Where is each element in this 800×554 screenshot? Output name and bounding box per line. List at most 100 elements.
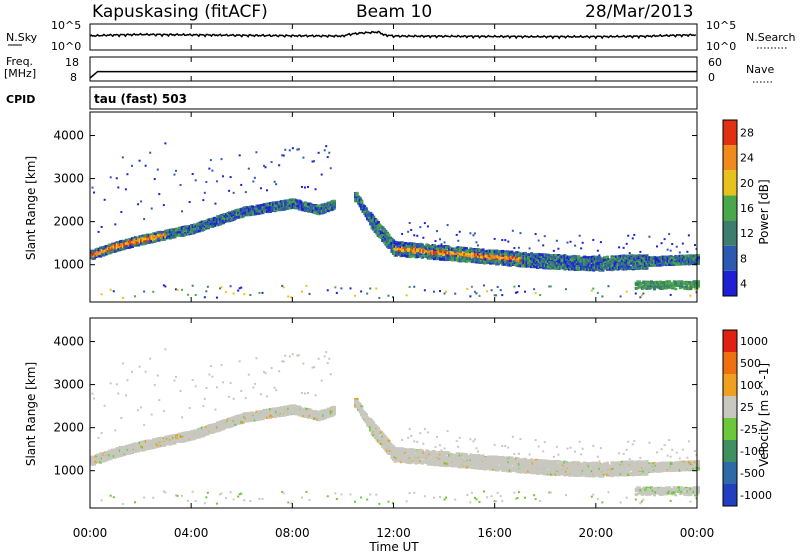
power-echo	[504, 262, 508, 266]
power-echo	[437, 247, 441, 251]
power-echo	[549, 260, 553, 264]
power-echo	[138, 237, 142, 241]
power-echo	[288, 206, 292, 210]
power-echo	[569, 240, 572, 243]
power-echo	[445, 258, 449, 262]
power-echo	[413, 251, 417, 254]
power-echo	[618, 262, 622, 265]
power-echo	[549, 285, 552, 288]
power-echo	[583, 267, 587, 271]
power-echo	[303, 186, 306, 189]
power-echo	[250, 205, 254, 208]
power-echo	[252, 208, 256, 212]
power-echo	[461, 246, 465, 250]
power-echo	[240, 209, 244, 212]
power-echo	[171, 235, 175, 239]
power-echo	[475, 254, 479, 258]
power-echo	[115, 245, 119, 248]
power-echo	[228, 189, 231, 192]
power-echo	[158, 231, 162, 235]
power-echo	[555, 265, 559, 269]
power-echo	[478, 258, 482, 261]
power-echo	[546, 263, 550, 267]
power-echo	[375, 287, 378, 290]
power-echo	[466, 287, 469, 290]
power-echo	[159, 236, 163, 239]
power-echo	[439, 255, 443, 258]
power-echo	[91, 250, 95, 253]
power-echo	[410, 242, 414, 245]
power-echo	[297, 200, 301, 203]
power-echo	[391, 244, 395, 247]
power-echo	[549, 267, 553, 270]
power-echo	[569, 256, 573, 259]
power-echo	[138, 235, 142, 239]
power-echo	[360, 203, 364, 207]
power-echo	[367, 218, 371, 221]
power-echo	[428, 245, 432, 248]
power-echo	[120, 242, 124, 246]
power-echo	[545, 260, 549, 263]
power-echo	[149, 151, 152, 154]
power-echo	[270, 203, 274, 207]
power-echo	[179, 231, 183, 234]
power-echo	[178, 230, 182, 234]
power-echo	[516, 261, 520, 265]
power-echo	[552, 258, 556, 261]
power-echo	[621, 267, 625, 271]
power-echo	[270, 206, 274, 209]
power-echo	[472, 250, 476, 254]
power-echo	[571, 267, 575, 271]
power-echo	[232, 213, 236, 217]
power-echo	[445, 256, 449, 259]
power-echo	[130, 239, 134, 243]
power-echo	[222, 215, 226, 219]
power-echo	[419, 226, 422, 229]
power-echo	[530, 265, 534, 269]
power-echo	[152, 232, 156, 235]
power-echo	[284, 201, 288, 204]
power-echo	[428, 248, 432, 251]
power-echo	[267, 209, 271, 212]
power-echo	[388, 236, 392, 240]
power-echo	[621, 257, 625, 260]
power-echo	[483, 256, 487, 260]
power-echo	[215, 180, 218, 183]
power-echo	[414, 251, 418, 254]
power-echo	[587, 260, 591, 264]
power-echo	[285, 201, 289, 204]
power-echo	[287, 201, 291, 205]
power-echo	[457, 251, 461, 255]
power-echo	[513, 256, 517, 260]
power-echo	[261, 210, 265, 213]
power-echo	[560, 257, 564, 260]
power-echo	[583, 255, 587, 259]
power-echo	[218, 216, 222, 219]
power-echo	[405, 250, 409, 254]
power-echo	[470, 260, 474, 264]
power-echo	[505, 258, 509, 262]
power-echo	[202, 226, 206, 230]
power-echo	[288, 149, 291, 152]
power-echo	[548, 263, 552, 267]
power-echo	[325, 206, 329, 210]
power-echo	[574, 262, 578, 266]
power-echo	[118, 245, 122, 249]
power-echo	[416, 252, 420, 255]
power-echo	[422, 253, 426, 257]
power-echo	[615, 264, 619, 268]
power-echo	[513, 253, 517, 257]
power-echo	[399, 241, 403, 245]
power-echo	[199, 225, 203, 229]
power-echo	[231, 217, 235, 220]
power-echo	[191, 225, 195, 228]
power-echo	[373, 220, 377, 223]
power-echo	[527, 261, 531, 265]
power-echo	[536, 266, 540, 270]
power-echo	[96, 247, 100, 251]
power-echo	[225, 219, 229, 222]
power-echo	[203, 225, 207, 228]
power-echo	[558, 258, 562, 261]
power-echo	[323, 202, 327, 206]
power-echo	[91, 186, 94, 189]
